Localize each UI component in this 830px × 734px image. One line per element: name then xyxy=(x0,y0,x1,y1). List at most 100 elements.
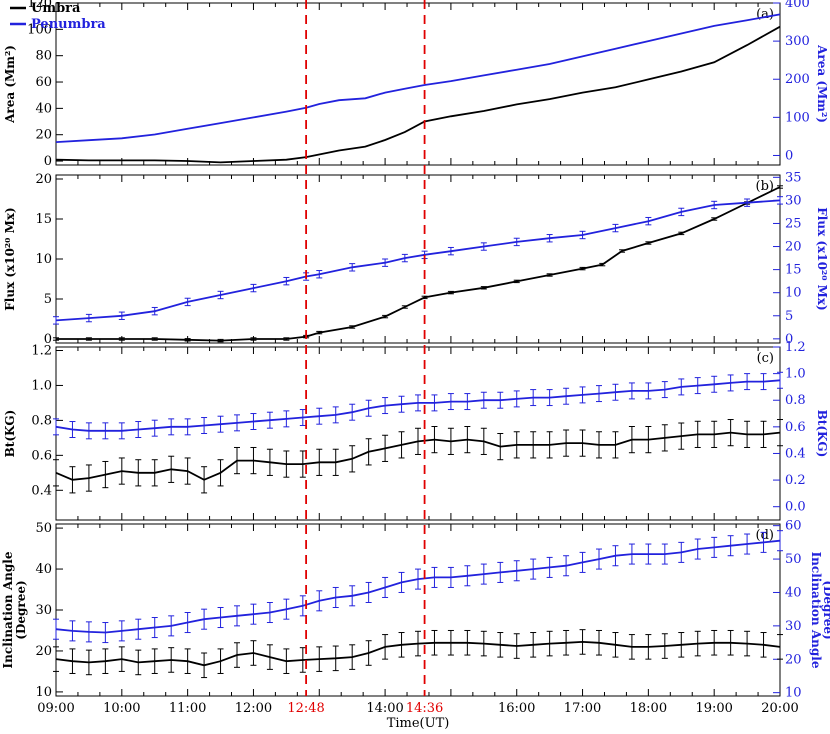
y-right-tick-label: 200 xyxy=(785,72,810,87)
y-left-tick-label: 0 xyxy=(44,154,52,169)
y-right-axis-title-unit: (Degree) xyxy=(821,580,830,639)
y-right-tick-label: 25 xyxy=(785,216,802,231)
y-right-tick-label: 0.0 xyxy=(785,500,806,515)
marker-time-label: 14:36 xyxy=(406,701,443,716)
y-left-tick-label: 0.8 xyxy=(31,413,52,428)
marker-time-label: 12:48 xyxy=(287,701,324,716)
y-right-tick-label: 20 xyxy=(785,652,802,667)
panel-a: 0 20 40 60 80 100 120 0 100 200 300 400 Area (Mm²) Ar… xyxy=(3,0,829,169)
y-right-tick-label: 0.2 xyxy=(785,473,806,488)
y-right-tick-label: 5 xyxy=(785,309,793,324)
y-right-tick-label: 10 xyxy=(785,286,802,301)
panel-label: (b) xyxy=(756,179,774,194)
y-left-tick-label: 50 xyxy=(35,521,52,536)
legend: Umbra Penumbra xyxy=(10,1,106,32)
y-left-tick-label: 0 xyxy=(44,332,52,347)
series-penumbra xyxy=(53,371,783,440)
time-tick-label: 10:00 xyxy=(103,701,140,716)
series-umbra xyxy=(53,185,783,343)
series-penumbra xyxy=(55,13,781,143)
y-right-tick-label: 15 xyxy=(785,263,802,278)
y-right-tick-label: 400 xyxy=(785,0,810,11)
time-tick-label: 19:00 xyxy=(695,701,732,716)
time-tick-label: 20:00 xyxy=(761,701,798,716)
y-right-tick-label: 300 xyxy=(785,34,810,49)
series-line xyxy=(55,13,781,143)
time-tick-label: 11:00 xyxy=(169,701,206,716)
y-right-tick-label: 0.6 xyxy=(785,420,806,435)
panel-b: 0 5 10 15 20 0 5 10 15 20 25 30 35 Flux (x10²⁰ Mx) Flu… xyxy=(3,170,829,347)
y-left-tick-label: 1.0 xyxy=(31,378,52,393)
y-right-tick-label: 30 xyxy=(785,193,802,208)
series-line xyxy=(55,199,781,322)
time-tick-label: 12:00 xyxy=(235,701,272,716)
y-right-tick-label: 100 xyxy=(785,110,810,125)
panel-label: (c) xyxy=(757,351,774,366)
y-left-tick-label: 80 xyxy=(35,49,52,64)
y-right-axis-title: Flux (x10²⁰ Mx) xyxy=(815,207,829,310)
y-left-tick-label: 0.6 xyxy=(31,448,52,463)
y-left-tick-label: 60 xyxy=(35,75,52,90)
y-left-axis-title: Flux (x10²⁰ Mx) xyxy=(3,207,17,310)
y-right-tick-label: 20 xyxy=(785,240,802,255)
y-right-tick-label: 0.8 xyxy=(785,393,806,408)
y-left-tick-label: 0.4 xyxy=(31,483,52,498)
plot-frame xyxy=(55,523,781,697)
time-tick-label: 09:00 xyxy=(37,701,74,716)
y-right-tick-label: 60 xyxy=(785,519,802,534)
y-left-tick-label: 100 xyxy=(27,22,52,37)
y-left-axis-title: Inclination Angle xyxy=(1,551,15,668)
y-left-tick-label: 5 xyxy=(44,292,52,307)
y-left-tick-label: 40 xyxy=(35,562,52,577)
legend-label-penumbra: Penumbra xyxy=(31,17,106,32)
y-right-tick-label: 40 xyxy=(785,585,802,600)
time-tick-label: 17:00 xyxy=(564,701,601,716)
y-right-tick-label: 50 xyxy=(785,552,802,567)
y-right-tick-label: 0 xyxy=(785,332,793,347)
y-left-axis-title-unit: (Degree) xyxy=(14,580,28,639)
time-tick-label: 14:00 xyxy=(366,701,403,716)
y-right-tick-label: 35 xyxy=(785,170,802,185)
y-left-tick-label: 120 xyxy=(27,0,52,11)
y-left-tick-label: 1.2 xyxy=(31,343,52,358)
panel-label: (a) xyxy=(756,7,774,22)
y-left-tick-label: 30 xyxy=(35,603,52,618)
y-left-axis-title: Area (Mm²) xyxy=(3,45,17,124)
panel-label: (d) xyxy=(756,528,774,543)
legend-label-umbra: Umbra xyxy=(31,1,81,16)
y-right-tick-label: 0.4 xyxy=(785,446,806,461)
y-right-axis-title: Inclination Angle xyxy=(809,552,823,669)
y-left-axis-title: Bt(KG) xyxy=(3,410,17,458)
series-line xyxy=(56,186,781,342)
panel-c: 0.4 0.6 0.8 1.0 1.2 0.0 0.2 0.4 0.6 0.8 1.0 1.2 Bt(K… xyxy=(3,340,829,521)
plot-frame xyxy=(55,2,781,166)
series-penumbra xyxy=(53,196,783,325)
y-right-axis-title: Bt(KG) xyxy=(815,410,829,458)
y-left-tick-label: 15 xyxy=(35,212,52,227)
y-right-axis-title: Area (Mm²) xyxy=(815,44,829,123)
time-tick-label: 18:00 xyxy=(630,701,667,716)
series-line xyxy=(55,25,781,164)
series-umbra xyxy=(55,25,781,164)
series-umbra xyxy=(53,629,783,679)
y-left-tick-label: 10 xyxy=(35,252,52,267)
marker-lines xyxy=(305,0,426,696)
y-left-tick-label: 40 xyxy=(35,101,52,116)
series-penumbra xyxy=(53,530,783,644)
plot-frame xyxy=(55,174,781,344)
x-axis-title: Time(UT) xyxy=(387,716,450,731)
time-tick-label: 16:00 xyxy=(498,701,535,716)
y-left-tick-label: 20 xyxy=(35,172,52,187)
y-right-tick-label: 10 xyxy=(785,686,802,701)
series-umbra xyxy=(53,419,783,494)
y-left-tick-label: 20 xyxy=(35,644,52,659)
y-right-tick-label: 1.0 xyxy=(785,367,806,382)
y-right-tick-label: 30 xyxy=(785,619,802,634)
y-left-tick-label: 20 xyxy=(35,128,52,143)
time-axis: 09:00 10:00 11:00 12:00 14:00 16:00 17:00 18:00… xyxy=(37,701,798,731)
y-left-tick-label: 10 xyxy=(35,685,52,700)
y-right-tick-label: 1.2 xyxy=(785,340,806,355)
